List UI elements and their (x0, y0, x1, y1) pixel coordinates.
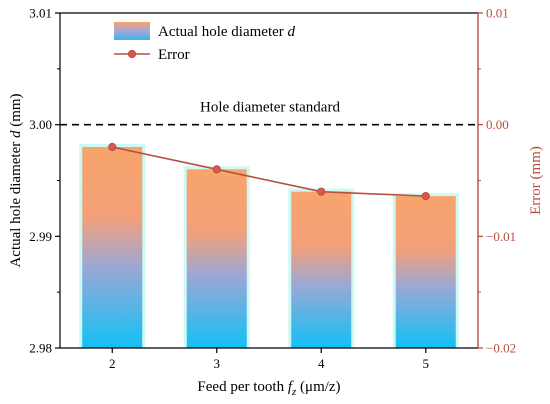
error-line-group (108, 142, 430, 201)
legend-bar-swatch (114, 22, 150, 40)
error-point (108, 142, 117, 152)
error-point (421, 192, 430, 201)
right-y-axis-title: Error (mm) (528, 146, 544, 215)
error-point (212, 165, 221, 174)
left-y-axis-title: Actual hole diameter d (mm) (8, 93, 24, 267)
axis-ticks: 2.98 2.99 3.00 3.01 −0.02 −0.01 0.00 0.01 2 3 4 5 (29, 6, 516, 372)
left-tick-label: 3.01 (29, 6, 52, 21)
left-tick-label: 2.98 (29, 341, 52, 356)
legend-line-label: Error (158, 47, 190, 63)
left-tick-label: 3.00 (29, 117, 52, 132)
right-tick-label: 0.01 (486, 6, 509, 21)
bar (186, 169, 247, 348)
legend-bar-label: Actual hole diameter d (158, 24, 296, 40)
error-line (112, 146, 426, 197)
bars-group (79, 144, 459, 348)
left-tick-label: 2.99 (29, 229, 52, 244)
bar (395, 196, 456, 348)
x-tick-label: 4 (318, 356, 325, 371)
x-axis-title: Feed per tooth fz (μm/z) (197, 379, 340, 398)
legend-line-marker (127, 49, 137, 59)
bar (82, 147, 143, 348)
reference-line-group: Hole diameter standard (60, 100, 478, 126)
right-tick-label: 0.00 (486, 117, 509, 132)
right-tick-label: −0.02 (486, 341, 516, 356)
reference-line-label: Hole diameter standard (200, 100, 340, 116)
x-tick-label: 2 (109, 356, 116, 371)
x-tick-label: 5 (423, 356, 430, 371)
bar (291, 191, 352, 348)
error-point (317, 187, 326, 196)
right-tick-label: −0.01 (486, 229, 516, 244)
x-tick-label: 3 (214, 356, 221, 371)
legend: Actual hole diameter d Error (114, 22, 296, 63)
axis-labels: Feed per tooth fz (μm/z) Actual hole diam… (8, 93, 544, 398)
